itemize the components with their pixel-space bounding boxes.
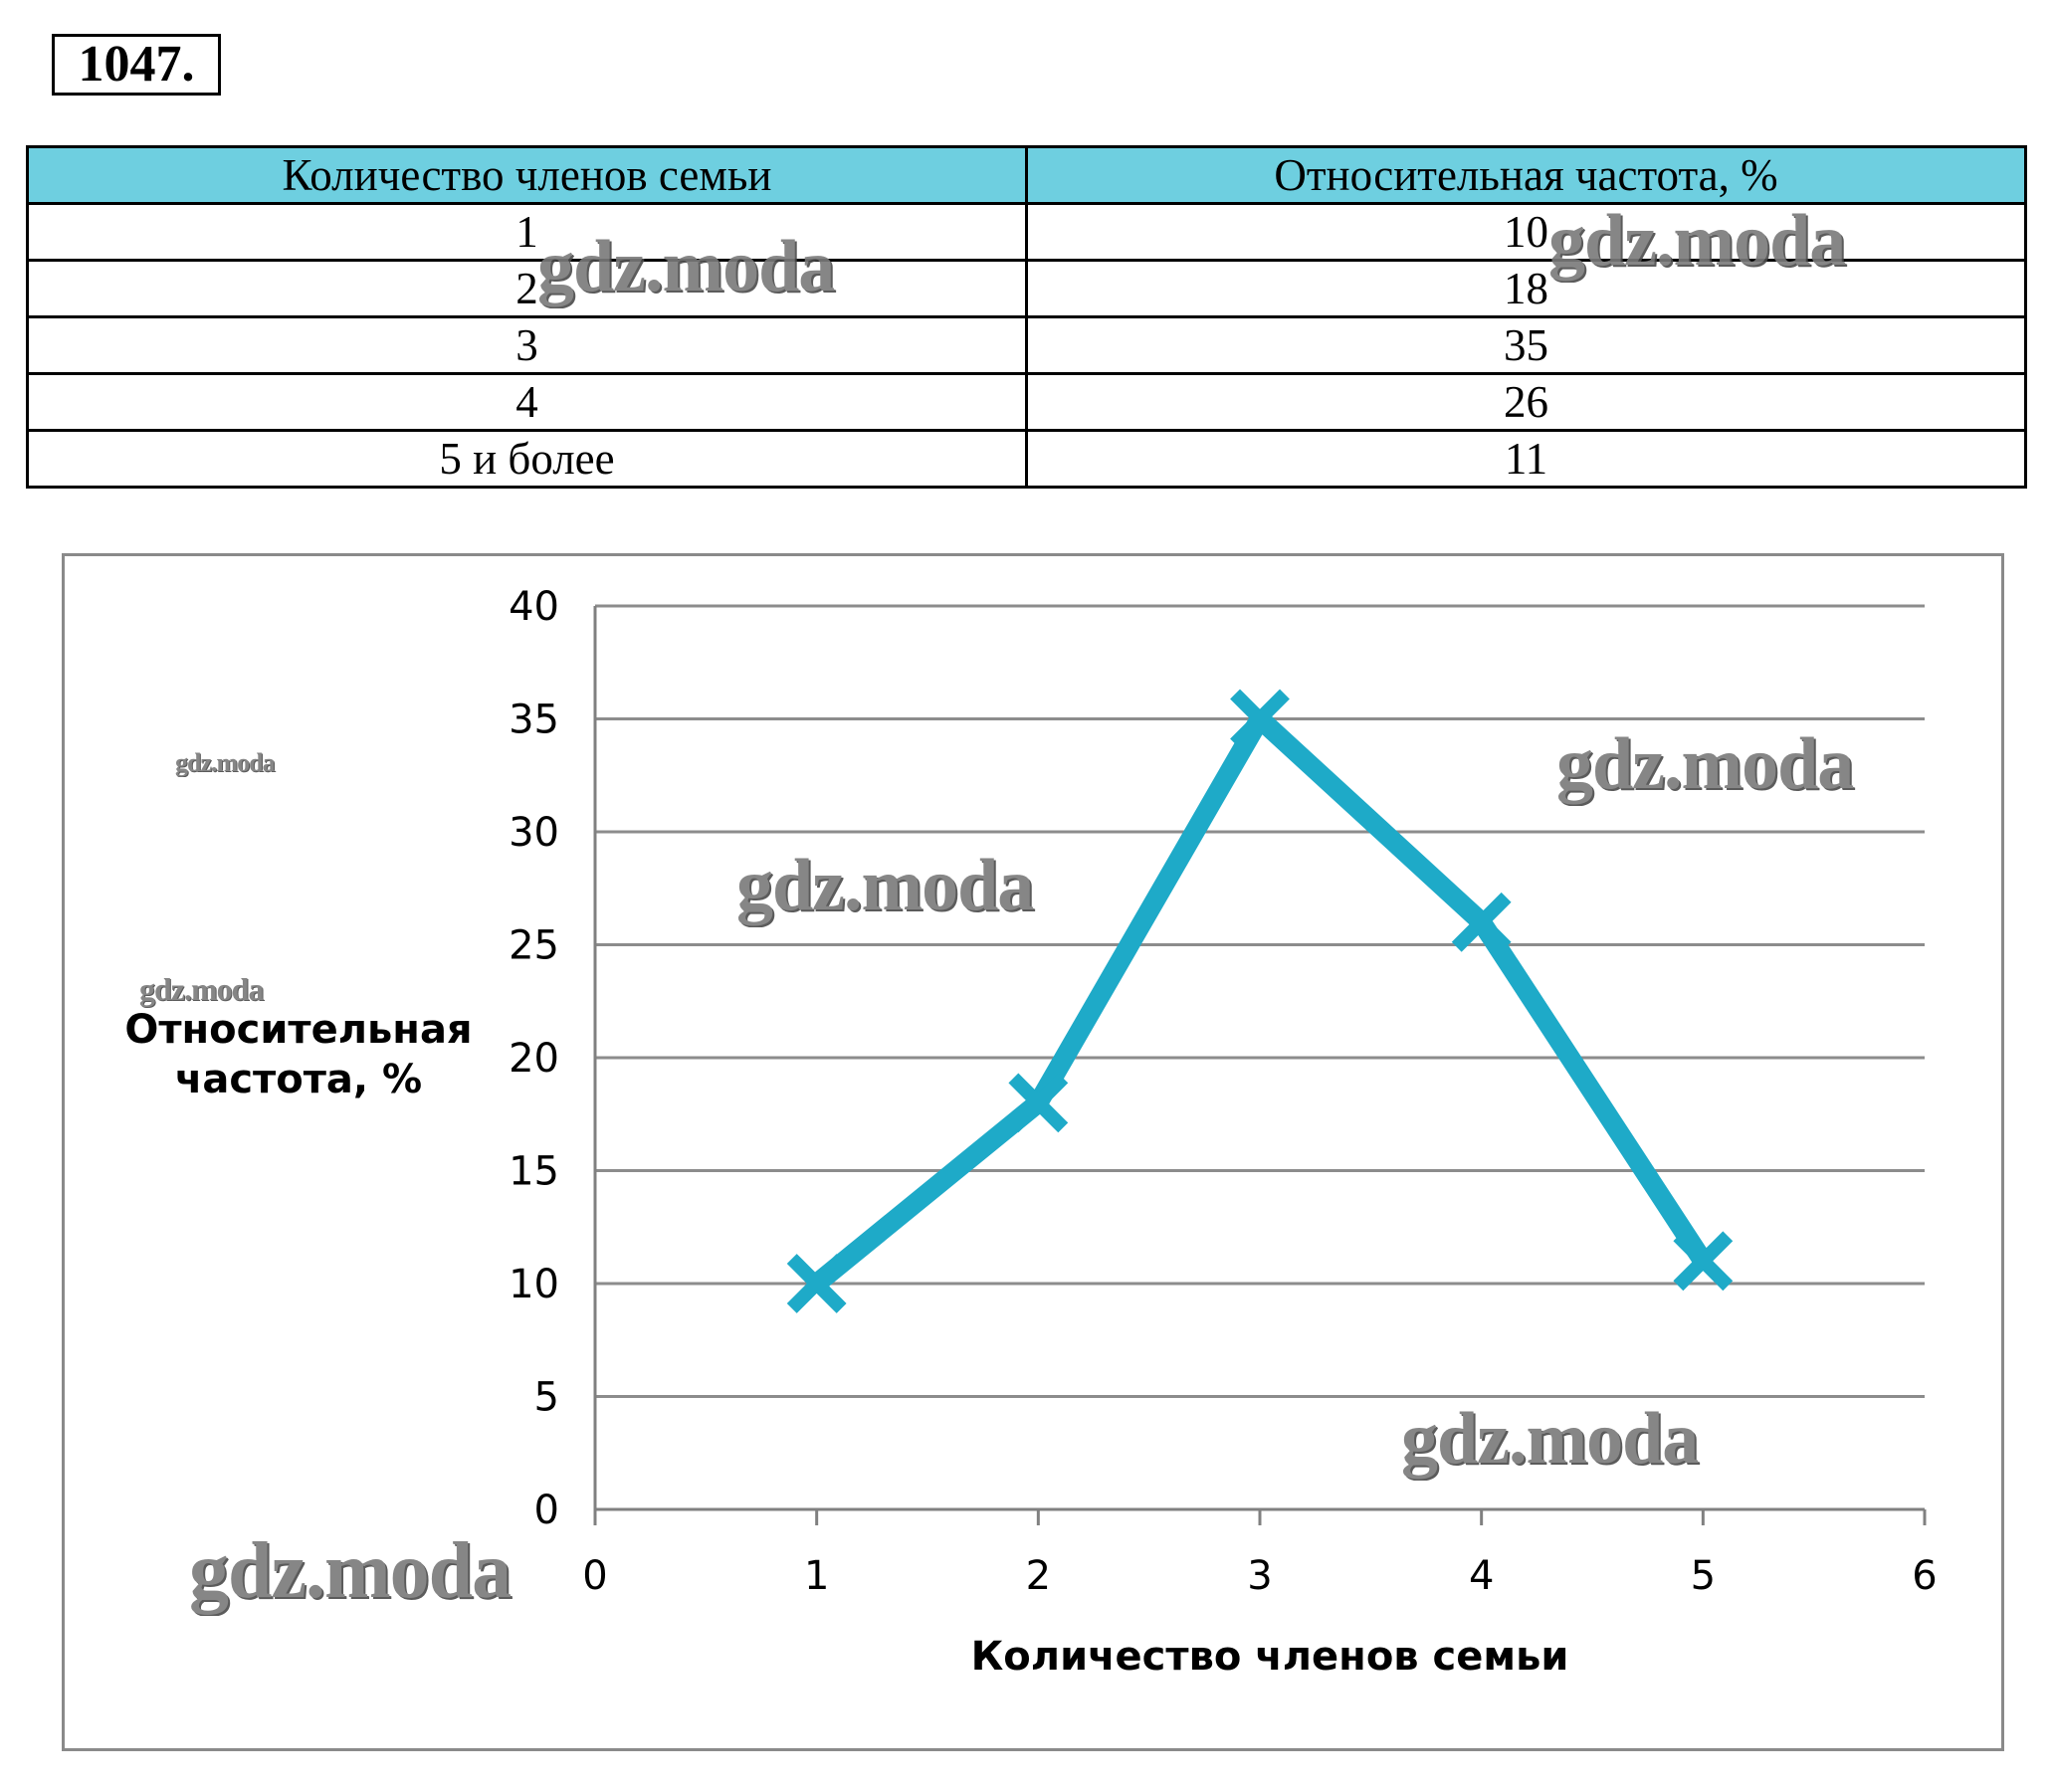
y-tick-label: 10 bbox=[509, 1262, 559, 1307]
cell-members: 3 bbox=[26, 315, 1028, 375]
table-header-row: Количество членов семьи Относительная ча… bbox=[26, 145, 2027, 205]
watermark: gdz.moda bbox=[1401, 1398, 1699, 1480]
chart-frame bbox=[62, 553, 2004, 1751]
cell-frequency: 18 bbox=[1025, 259, 2027, 318]
y-axis-title: Относительная частота, % bbox=[124, 1007, 472, 1102]
cell-members: 4 bbox=[26, 372, 1028, 432]
watermark: gdz.moda bbox=[139, 971, 264, 1007]
cell-members: 2 bbox=[26, 259, 1028, 318]
x-tick-label: 6 bbox=[1912, 1553, 1937, 1599]
data-point-marker bbox=[1451, 892, 1512, 952]
y-tick-label: 0 bbox=[534, 1488, 559, 1533]
y-tick-label: 15 bbox=[509, 1149, 559, 1195]
table-row: 4 26 bbox=[26, 372, 2027, 432]
y-tick-label: 25 bbox=[509, 923, 559, 969]
y-tick-label: 5 bbox=[534, 1375, 559, 1421]
data-point-marker bbox=[1008, 1073, 1069, 1133]
frequency-table: Количество членов семьи Относительная ча… bbox=[26, 145, 2027, 489]
y-tick-label: 30 bbox=[509, 810, 559, 856]
header-family-members: Количество членов семьи bbox=[26, 145, 1028, 205]
table-row: 2 18 bbox=[26, 259, 2027, 318]
cell-members: 5 и более bbox=[26, 429, 1028, 489]
cell-frequency: 11 bbox=[1025, 429, 2027, 489]
watermark: gdz.moda bbox=[736, 845, 1034, 926]
cell-frequency: 10 bbox=[1025, 202, 2027, 262]
data-point-marker bbox=[786, 1254, 847, 1313]
y-tick-label: 35 bbox=[509, 697, 559, 743]
x-tick-label: 0 bbox=[582, 1553, 607, 1599]
data-point-marker bbox=[1673, 1231, 1734, 1292]
data-point-marker bbox=[1230, 689, 1290, 749]
x-tick-label: 3 bbox=[1247, 1553, 1272, 1599]
header-relative-frequency: Относительная частота, % bbox=[1025, 145, 2027, 205]
x-tick-label: 2 bbox=[1026, 1553, 1051, 1599]
table-row: 3 35 bbox=[26, 315, 2027, 375]
cell-frequency: 35 bbox=[1025, 315, 2027, 375]
cell-members: 1 bbox=[26, 202, 1028, 262]
problem-number: 1047. bbox=[52, 34, 221, 96]
watermark: gdz.moda bbox=[1556, 723, 1854, 805]
y-tick-label: 40 bbox=[509, 584, 559, 630]
watermark: gdz.moda bbox=[175, 748, 276, 777]
watermark: gdz.moda bbox=[1548, 200, 1846, 282]
x-tick-label: 4 bbox=[1469, 1553, 1494, 1599]
watermark: gdz.moda bbox=[537, 226, 835, 307]
x-tick-label: 1 bbox=[804, 1553, 829, 1599]
y-tick-label: 20 bbox=[509, 1036, 559, 1082]
table-row: 1 10 bbox=[26, 202, 2027, 262]
cell-frequency: 26 bbox=[1025, 372, 2027, 432]
x-tick-label: 5 bbox=[1691, 1553, 1716, 1599]
table-row: 5 и более 11 bbox=[26, 429, 2027, 489]
x-axis-title: Количество членов семьи bbox=[971, 1634, 1569, 1680]
watermark: gdz.moda bbox=[189, 1527, 512, 1615]
